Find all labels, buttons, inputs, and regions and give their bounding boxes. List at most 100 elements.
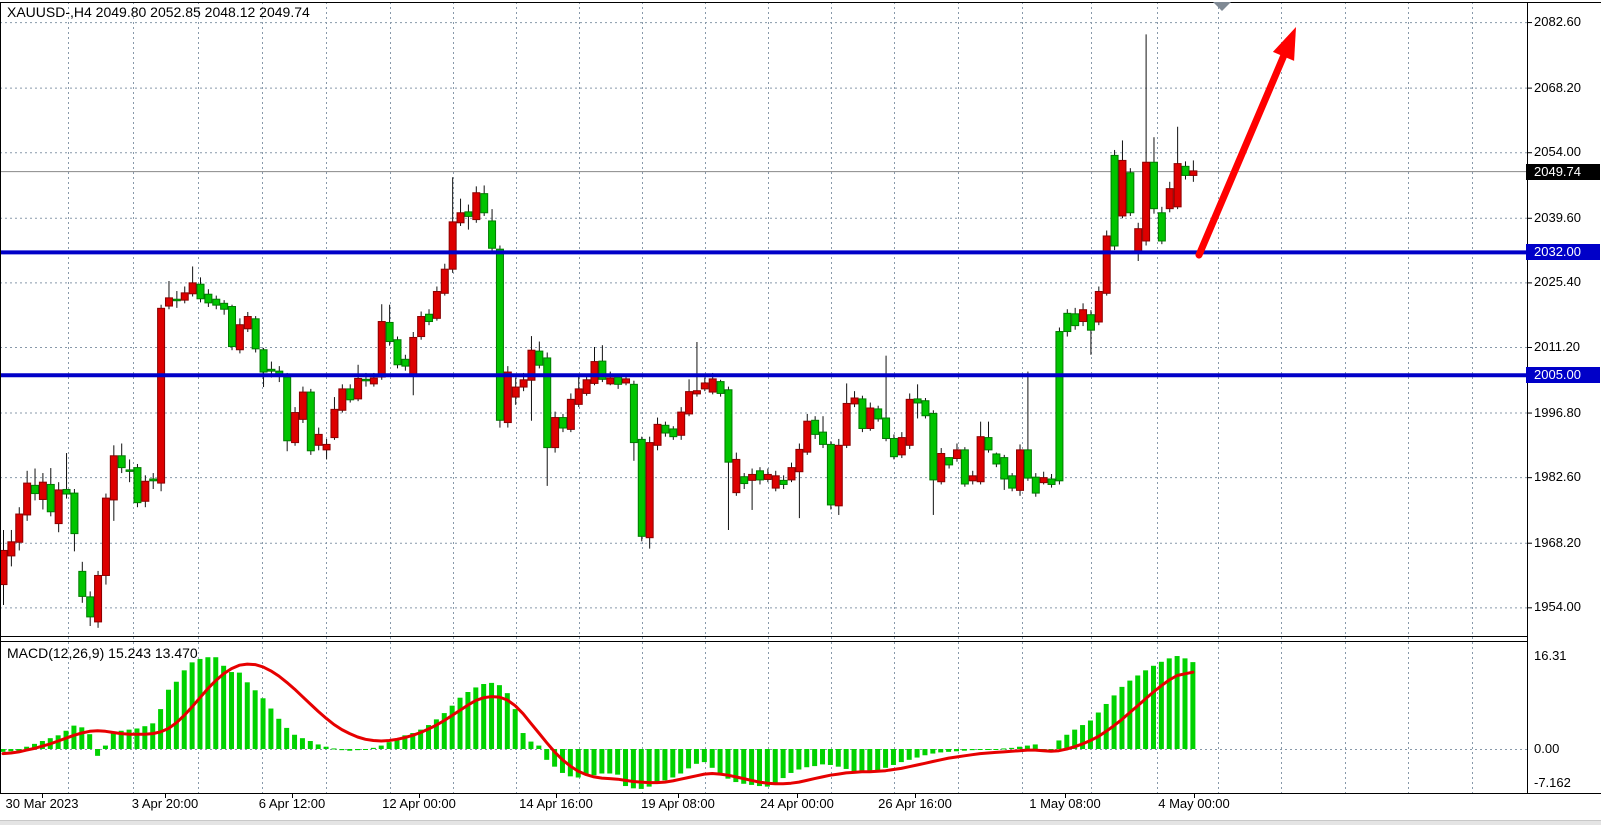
bear-candle bbox=[23, 482, 32, 516]
bull-candle bbox=[929, 412, 938, 481]
bear-candle bbox=[590, 361, 599, 384]
macd-bar bbox=[1174, 656, 1180, 749]
bull-candle bbox=[149, 478, 158, 482]
macd-bar bbox=[0, 749, 6, 752]
macd-bar bbox=[1024, 745, 1030, 749]
bear-candle bbox=[976, 436, 985, 483]
macd-bar bbox=[993, 749, 999, 750]
macd-bar bbox=[733, 749, 739, 783]
bear-candle bbox=[968, 475, 977, 482]
macd-bar bbox=[331, 748, 337, 750]
macd-bar bbox=[386, 742, 392, 749]
macd-bar bbox=[520, 733, 526, 749]
macd-bar bbox=[662, 749, 668, 781]
bull-candle bbox=[495, 248, 504, 421]
macd-bar bbox=[843, 749, 849, 769]
bear-candle bbox=[503, 371, 512, 424]
candlesticks[interactable] bbox=[0, 34, 1198, 628]
bear-candle bbox=[164, 297, 173, 307]
macd-bar bbox=[299, 738, 305, 749]
bear-candle bbox=[677, 411, 686, 436]
bull-candle bbox=[543, 357, 552, 449]
macd-bar bbox=[607, 749, 613, 774]
bull-candle bbox=[204, 293, 213, 304]
bear-candle bbox=[574, 388, 583, 405]
bear-candle bbox=[732, 458, 741, 494]
bull-candle bbox=[117, 455, 126, 469]
bull-candle bbox=[858, 398, 867, 429]
macd-bar bbox=[95, 749, 101, 756]
bull-candle bbox=[259, 349, 268, 373]
bull-candle bbox=[945, 457, 954, 466]
macd-bar bbox=[347, 749, 353, 751]
bull-candle bbox=[1063, 312, 1072, 333]
bear-candle bbox=[850, 397, 859, 405]
bull-candle bbox=[1149, 161, 1158, 210]
bear-candle bbox=[527, 349, 536, 381]
macd-bar bbox=[473, 687, 479, 749]
macd-bar bbox=[615, 749, 621, 775]
bull-candle bbox=[1110, 154, 1119, 247]
macd-bar bbox=[756, 749, 762, 787]
macd-bar bbox=[481, 684, 487, 749]
bull-candle bbox=[1157, 212, 1166, 242]
bear-candle bbox=[952, 449, 961, 460]
bear-candle bbox=[157, 307, 166, 484]
macd-bar bbox=[449, 705, 455, 749]
macd-bar bbox=[725, 749, 731, 779]
macd-bar bbox=[599, 749, 605, 774]
macd-bar bbox=[205, 657, 211, 749]
macd-bar bbox=[504, 693, 510, 749]
macd-bar bbox=[370, 747, 376, 749]
bull-candle bbox=[1000, 457, 1009, 480]
level-lines[interactable] bbox=[0, 250, 1527, 378]
macd-bar bbox=[835, 749, 841, 767]
macd-bar bbox=[914, 749, 920, 758]
bull-candle bbox=[724, 389, 733, 463]
bear-candle bbox=[622, 378, 631, 384]
annotations[interactable] bbox=[1195, 2, 1296, 259]
bull-candle bbox=[125, 469, 134, 472]
macd-bar bbox=[883, 749, 889, 768]
bear-candle bbox=[685, 391, 694, 415]
bull-candle bbox=[826, 443, 835, 506]
macd-bar bbox=[1087, 720, 1093, 749]
macd-bar bbox=[260, 698, 266, 749]
macd-bar bbox=[804, 749, 810, 768]
bear-candle bbox=[409, 336, 418, 376]
macd-bar bbox=[898, 749, 904, 763]
macd-bar bbox=[591, 749, 597, 776]
bull-candle bbox=[31, 484, 40, 495]
bull-candle bbox=[228, 306, 237, 348]
macd-bar bbox=[1190, 662, 1196, 749]
bear-candle bbox=[787, 467, 796, 481]
macd-bar bbox=[678, 749, 684, 774]
macd-bar bbox=[24, 746, 30, 749]
macd-bar bbox=[544, 749, 550, 760]
bear-candle bbox=[141, 480, 150, 502]
bull-candle bbox=[62, 488, 71, 495]
bull-candle bbox=[401, 358, 410, 367]
bull-candle bbox=[464, 211, 473, 217]
bull-candle bbox=[393, 339, 402, 366]
bear-candle bbox=[1189, 170, 1198, 176]
macd-bar bbox=[197, 658, 203, 749]
macd-bar bbox=[1032, 744, 1038, 749]
bear-candle bbox=[472, 192, 481, 221]
bull-candle bbox=[78, 570, 87, 597]
bear-candle bbox=[897, 437, 906, 456]
bull-candle bbox=[1071, 313, 1080, 327]
bear-candle bbox=[1118, 159, 1127, 217]
bull-candle bbox=[740, 476, 749, 485]
bull-candle bbox=[629, 383, 638, 444]
macd-bar bbox=[749, 749, 755, 785]
macd-bar bbox=[457, 697, 463, 749]
macd-bar bbox=[859, 749, 865, 773]
macd-bar bbox=[418, 729, 424, 749]
macd-bar bbox=[87, 734, 93, 749]
bull-candle bbox=[1181, 165, 1190, 176]
macd-bar bbox=[1182, 658, 1188, 749]
bear-candle bbox=[692, 390, 701, 395]
macd-bar bbox=[875, 749, 881, 771]
